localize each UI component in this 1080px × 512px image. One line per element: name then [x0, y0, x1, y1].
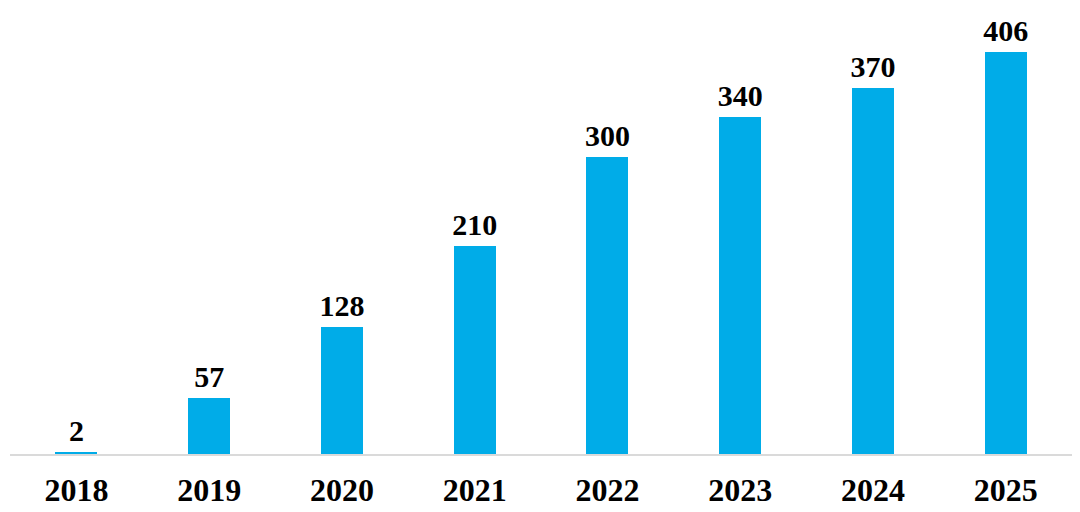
bar-column: 128	[276, 0, 409, 454]
bar-column: 2	[10, 0, 143, 454]
bar	[852, 88, 894, 454]
bar-column: 340	[674, 0, 807, 454]
x-tick-label: 2021	[408, 474, 541, 506]
bar-column: 370	[807, 0, 940, 454]
bar-column: 406	[939, 0, 1072, 454]
bar-value-label: 370	[850, 50, 895, 83]
bar-value-label: 57	[194, 360, 224, 393]
x-tick-label: 2023	[674, 474, 807, 506]
x-tick-label: 2018	[10, 474, 143, 506]
bar	[719, 117, 761, 454]
x-tick-label: 2020	[276, 474, 409, 506]
x-tick-label: 2024	[807, 474, 940, 506]
x-tick-label: 2022	[541, 474, 674, 506]
bar-value-label: 340	[718, 79, 763, 112]
bar	[188, 398, 230, 454]
plot-area: 2 57 128 210 300 340 370 406	[10, 0, 1072, 456]
x-tick-label: 2025	[939, 474, 1072, 506]
bar	[55, 452, 97, 454]
bar-chart: 2 57 128 210 300 340 370 406 2018 2019 2…	[0, 0, 1080, 512]
bar-column: 300	[541, 0, 674, 454]
bar	[321, 327, 363, 454]
x-axis-labels: 2018 2019 2020 2021 2022 2023 2024 2025	[10, 456, 1072, 512]
bar	[586, 157, 628, 454]
bar-column: 210	[408, 0, 541, 454]
bar-value-label: 2	[69, 414, 84, 447]
bar-value-label: 128	[319, 289, 364, 322]
bar	[985, 52, 1027, 454]
bar	[454, 246, 496, 454]
bar-value-label: 406	[983, 14, 1028, 47]
bar-value-label: 300	[585, 119, 630, 152]
x-tick-label: 2019	[143, 474, 276, 506]
bar-value-label: 210	[452, 208, 497, 241]
bar-column: 57	[143, 0, 276, 454]
